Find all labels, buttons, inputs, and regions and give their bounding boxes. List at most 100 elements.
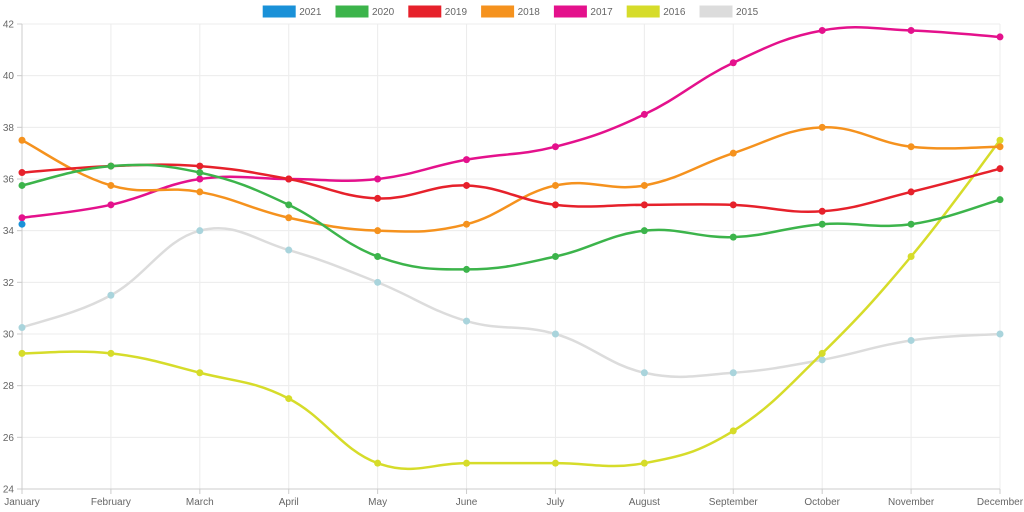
series-2016-point	[285, 395, 293, 403]
legend-label: 2015	[736, 7, 759, 18]
series-2019	[18, 162, 1004, 215]
series-2015-point	[18, 324, 26, 332]
series-2015-point	[729, 369, 737, 377]
y-tick-label: 34	[3, 226, 15, 237]
x-tick-label: August	[629, 497, 660, 508]
y-tick-label: 36	[3, 175, 15, 186]
series-2018-point	[996, 143, 1004, 151]
series-2021	[18, 220, 26, 228]
series-2015-line	[21, 226, 1001, 379]
series-2015-point	[285, 246, 293, 254]
series-2019-point	[818, 207, 826, 215]
series-2019-line	[21, 163, 1001, 214]
series-2015-point	[996, 330, 1004, 338]
series-2015-point	[463, 317, 471, 325]
x-tick-label: May	[368, 497, 387, 508]
series-2020-point	[463, 265, 471, 273]
series-2015-point	[551, 330, 559, 338]
series-2020-point	[818, 220, 826, 228]
series-2019-point	[463, 181, 471, 189]
legend-label: 2021	[299, 7, 322, 18]
series-2018	[18, 123, 1004, 235]
series-2017-point	[107, 201, 115, 209]
x-tick-label: June	[456, 497, 478, 508]
legend-item-2017: 2017	[553, 5, 613, 18]
legend-item-2018: 2018	[481, 5, 541, 18]
y-tick-label: 42	[3, 20, 15, 31]
series-2017-point	[729, 59, 737, 67]
series-2017-point	[196, 175, 204, 183]
series-2018-point	[18, 136, 26, 144]
series-2015-point	[907, 336, 915, 344]
legend-item-2015: 2015	[699, 5, 759, 18]
legend-item-2016: 2016	[626, 5, 686, 18]
series-2017-point	[996, 33, 1004, 41]
series-2019-point	[907, 188, 915, 196]
series-2019-point	[551, 201, 559, 209]
series-2018-point	[374, 227, 382, 235]
legend-label: 2017	[590, 7, 613, 18]
series-2017	[18, 26, 1004, 222]
legend-swatch	[626, 5, 660, 18]
series-2016-point	[640, 459, 648, 467]
series-2020-point	[107, 162, 115, 170]
series-2020	[18, 162, 1004, 273]
axes: 24 26 28 30 32 34 36 38 40 42 January February March…	[3, 20, 1024, 509]
x-tick-label: September	[709, 497, 759, 508]
gridlines	[21, 23, 1001, 490]
series-2019-point	[996, 165, 1004, 173]
x-tick-label: March	[186, 497, 214, 508]
series-2019-point	[18, 169, 26, 177]
series-2016-point	[818, 349, 826, 357]
series-2016-point	[996, 136, 1004, 144]
y-tick-label: 24	[3, 485, 15, 496]
series-2019-point	[285, 175, 293, 183]
y-tick-label: 26	[3, 433, 15, 444]
series-2016-point	[729, 427, 737, 435]
legend-label: 2018	[518, 7, 541, 18]
series-2019-point	[640, 201, 648, 209]
y-tick-label: 28	[3, 381, 15, 392]
series-2018-point	[196, 188, 204, 196]
x-tick-label: January	[4, 497, 40, 508]
series-2018-point	[551, 181, 559, 189]
series-2018-point	[463, 220, 471, 228]
legend-label: 2020	[372, 7, 395, 18]
series-lines	[18, 26, 1004, 471]
x-tick-label: October	[804, 497, 840, 508]
series-2020-point	[551, 253, 559, 260]
legend-swatch	[481, 5, 515, 18]
series-2016-point	[18, 349, 26, 357]
series-2020-point	[907, 220, 915, 228]
legend-swatch	[699, 5, 733, 18]
series-2018-point	[729, 149, 737, 157]
series-2015-point	[107, 291, 115, 299]
series-2020-point	[196, 169, 204, 177]
series-2018-point	[818, 123, 826, 131]
legend-swatch	[335, 5, 369, 18]
x-tick-label: April	[279, 497, 299, 508]
series-2020-line	[21, 163, 1001, 271]
series-2020-point	[374, 253, 382, 260]
series-2016-point	[196, 369, 204, 377]
x-tick-label: July	[547, 497, 565, 508]
series-2018-point	[107, 181, 115, 189]
series-2017-point	[18, 214, 26, 222]
series-2016-point	[374, 459, 382, 467]
series-2015-point	[374, 278, 382, 286]
series-2017-point	[374, 175, 382, 183]
series-2020-point	[996, 196, 1004, 204]
legend-item-2020: 2020	[335, 5, 395, 18]
series-2016-point	[463, 459, 471, 467]
legend-swatch	[262, 5, 296, 18]
x-tick-label: December	[977, 497, 1024, 508]
y-tick-label: 32	[3, 278, 15, 289]
series-2015-point	[196, 227, 204, 235]
series-2017-point	[463, 156, 471, 164]
series-2016-point	[107, 349, 115, 357]
legend-label: 2019	[445, 7, 468, 18]
series-2018-point	[907, 143, 915, 151]
legend: 2021 2020 2019 2018 2017 2016 2015	[262, 5, 759, 18]
series-2017-point	[907, 26, 915, 34]
